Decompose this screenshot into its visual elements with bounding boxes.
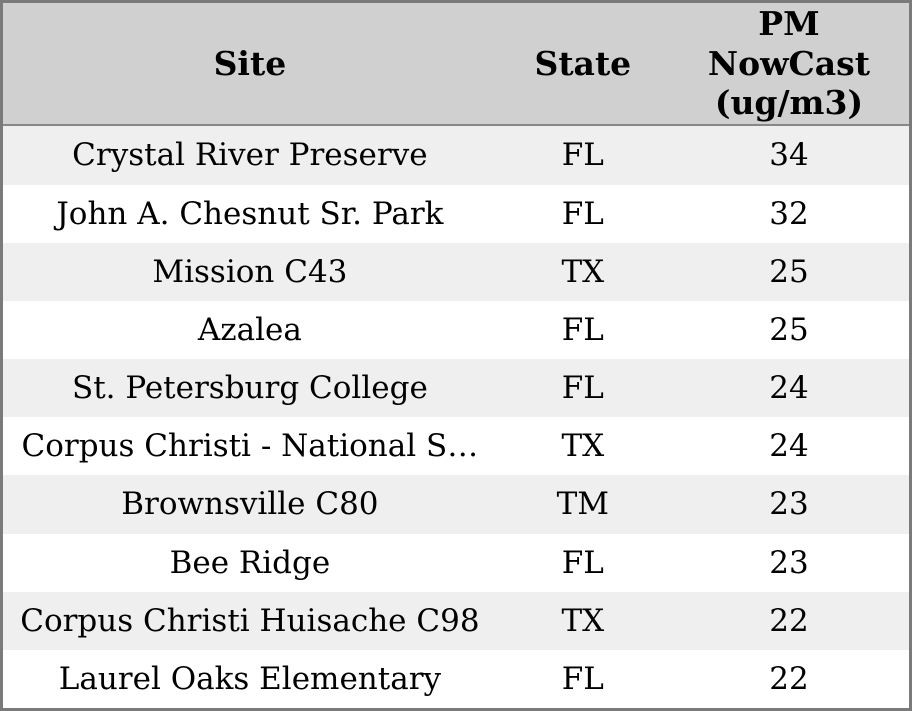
cell-pm-nowcast: 24 xyxy=(668,359,909,418)
cell-site: Mission C43 xyxy=(3,242,497,301)
header-label-state: State xyxy=(534,43,632,83)
cell-state: FL xyxy=(496,533,669,592)
table-body: Crystal River Preserve FL 34 John A. Chesnu… xyxy=(3,125,909,708)
header-label-site: Site xyxy=(213,43,287,83)
cell-pm-nowcast: 25 xyxy=(668,301,909,360)
cell-state: TM xyxy=(496,475,669,534)
cell-state: TX xyxy=(496,417,669,476)
cell-site: St. Petersburg College xyxy=(3,359,497,418)
cell-pm-nowcast: 22 xyxy=(668,649,909,708)
table-row: Bee Ridge FL 23 xyxy=(3,533,909,592)
cell-pm-nowcast: 22 xyxy=(668,591,909,650)
table-row: Azalea FL 25 xyxy=(3,301,909,360)
cell-site: Corpus Christi Huisache C98 xyxy=(3,591,497,650)
header-label-pm-nowcast: PM NowCast (ug/m3) xyxy=(707,4,870,123)
cell-state: FL xyxy=(496,359,669,418)
header-cell-site: Site xyxy=(3,3,497,126)
cell-state: FL xyxy=(496,301,669,360)
cell-pm-nowcast: 32 xyxy=(668,184,909,243)
table-row: Corpus Christi - National S… TX 24 xyxy=(3,417,909,476)
table-row: John A. Chesnut Sr. Park FL 32 xyxy=(3,184,909,243)
cell-pm-nowcast: 23 xyxy=(668,533,909,592)
cell-site: Bee Ridge xyxy=(3,533,497,592)
cell-state: FL xyxy=(496,649,669,708)
cell-site: Corpus Christi - National S… xyxy=(3,417,497,476)
cell-site: John A. Chesnut Sr. Park xyxy=(3,184,497,243)
table-row: Brownsville C80 TM 23 xyxy=(3,475,909,534)
cell-site: Azalea xyxy=(3,301,497,360)
cell-state: FL xyxy=(496,125,669,185)
cell-site: Crystal River Preserve xyxy=(3,125,497,185)
cell-state: TX xyxy=(496,242,669,301)
table-row: St. Petersburg College FL 24 xyxy=(3,359,909,418)
table-row: Laurel Oaks Elementary FL 22 xyxy=(3,649,909,708)
table-row: Corpus Christi Huisache C98 TX 22 xyxy=(3,591,909,650)
pm-nowcast-table: Site State PM NowCast (ug/m3) Crystal Ri… xyxy=(3,3,909,708)
cell-state: FL xyxy=(496,184,669,243)
table-row: Mission C43 TX 25 xyxy=(3,242,909,301)
cell-site: Laurel Oaks Elementary xyxy=(3,649,497,708)
cell-site: Brownsville C80 xyxy=(3,475,497,534)
cell-pm-nowcast: 25 xyxy=(668,242,909,301)
header-cell-pm-nowcast: PM NowCast (ug/m3) xyxy=(668,3,909,126)
table-header: Site State PM NowCast (ug/m3) xyxy=(3,3,909,126)
table-row: Crystal River Preserve FL 34 xyxy=(3,125,909,185)
cell-pm-nowcast: 24 xyxy=(668,417,909,476)
header-row: Site State PM NowCast (ug/m3) xyxy=(3,3,909,126)
cell-pm-nowcast: 34 xyxy=(668,125,909,185)
cell-pm-nowcast: 23 xyxy=(668,475,909,534)
header-cell-state: State xyxy=(496,3,669,126)
cell-state: TX xyxy=(496,591,669,650)
